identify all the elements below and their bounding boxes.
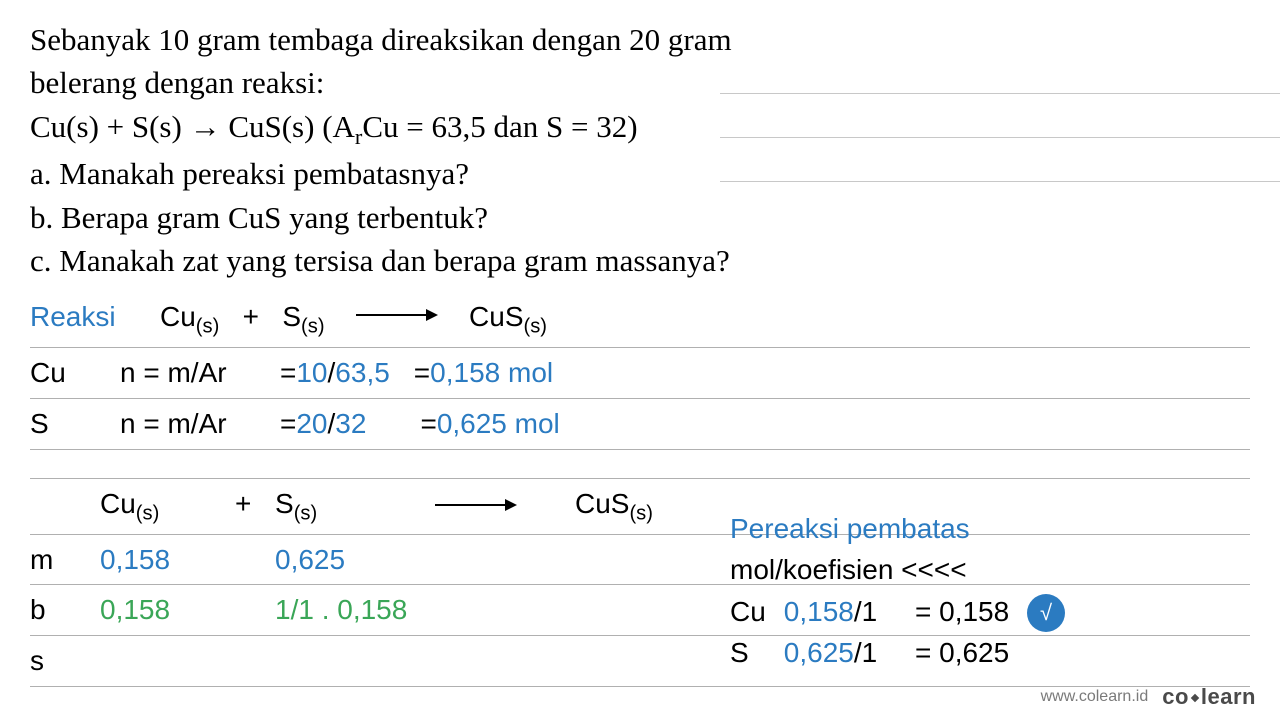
- pereaksi-title: Pereaksi pembatas: [730, 508, 1065, 549]
- s-calc-row: S n = m/Ar = 20 / 32 = 0,625 mol: [30, 399, 1250, 449]
- reaksi-label: Reaksi: [30, 298, 160, 336]
- work-area: Reaksi Cu(s) + S(s) CuS(s) Cu n = m/Ar =…: [30, 292, 1250, 687]
- s-ratio-row: S 0,625/1 = 0,625: [730, 632, 1065, 673]
- question-b: b. Berapa gram CuS yang terbentuk?: [30, 196, 1250, 239]
- table-header-row: Cu(s) + S(s) CuS(s): [30, 479, 1250, 534]
- m-row: m 0,158 0,625: [30, 535, 1250, 585]
- footer: www.colearn.id colearn: [1041, 684, 1256, 710]
- molkoef-label: mol/koefisien <<<<: [730, 549, 1065, 590]
- check-icon: √: [1027, 594, 1065, 632]
- arrow-icon: [356, 294, 446, 332]
- brand-logo: colearn: [1162, 684, 1256, 710]
- b-row: b 0,158 1/1 . 0,158: [30, 585, 1250, 635]
- cu-calc-row: Cu n = m/Ar = 10 / 63,5 = 0,158 mol: [30, 348, 1250, 398]
- divider: [30, 449, 1250, 450]
- s-row: s: [30, 636, 1250, 686]
- notebook-lines: [720, 50, 1280, 182]
- footer-url: www.colearn.id: [1041, 688, 1149, 706]
- question-c: c. Manakah zat yang tersisa dan berapa g…: [30, 239, 1250, 282]
- reaction-row: Reaksi Cu(s) + S(s) CuS(s): [30, 292, 1250, 347]
- stoich-table: Cu(s) + S(s) CuS(s) m 0,158 0,625 b 0,15…: [30, 478, 1250, 687]
- cu-ratio-row: Cu 0,158/1 = 0,158 √: [730, 591, 1065, 633]
- limiting-reagent-panel: Pereaksi pembatas mol/koefisien <<<< Cu …: [730, 508, 1065, 674]
- arrow-icon: [435, 485, 575, 523]
